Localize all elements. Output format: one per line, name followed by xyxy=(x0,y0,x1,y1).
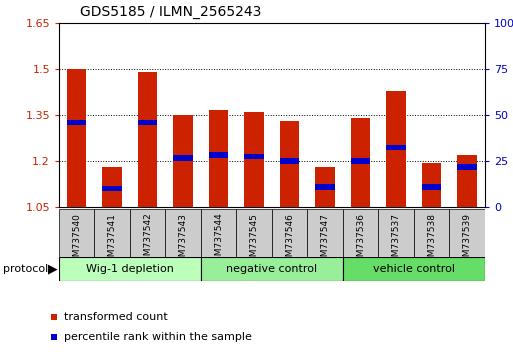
Bar xyxy=(351,158,370,164)
Bar xyxy=(244,154,264,159)
Bar xyxy=(272,209,307,257)
Bar xyxy=(378,209,414,257)
Text: GSM737545: GSM737545 xyxy=(250,213,259,268)
Bar xyxy=(130,209,165,257)
Bar xyxy=(457,155,477,207)
Text: GSM737539: GSM737539 xyxy=(463,213,471,268)
Bar xyxy=(307,209,343,257)
Bar xyxy=(209,152,228,158)
Text: GSM737537: GSM737537 xyxy=(391,213,401,268)
Text: protocol: protocol xyxy=(3,264,48,274)
Text: GSM737546: GSM737546 xyxy=(285,213,294,268)
Text: GSM737542: GSM737542 xyxy=(143,213,152,267)
Bar xyxy=(422,162,441,207)
Bar xyxy=(201,257,343,281)
Bar xyxy=(103,186,122,192)
Text: GSM737543: GSM737543 xyxy=(179,213,188,268)
Bar xyxy=(386,144,406,150)
Bar xyxy=(138,72,157,207)
Bar xyxy=(386,91,406,207)
Bar xyxy=(280,158,300,164)
Text: GSM737541: GSM737541 xyxy=(108,213,117,268)
Bar xyxy=(173,115,193,207)
Bar xyxy=(67,120,87,125)
Bar xyxy=(422,184,441,190)
Bar xyxy=(343,257,485,281)
Bar xyxy=(138,120,157,125)
Text: negative control: negative control xyxy=(226,264,318,274)
Bar xyxy=(236,209,272,257)
Bar xyxy=(449,209,485,257)
Bar xyxy=(343,209,378,257)
Bar xyxy=(67,69,87,207)
Bar xyxy=(59,257,201,281)
Text: vehicle control: vehicle control xyxy=(373,264,455,274)
Bar xyxy=(165,209,201,257)
Bar xyxy=(414,209,449,257)
Bar xyxy=(457,165,477,170)
Text: GDS5185 / ILMN_2565243: GDS5185 / ILMN_2565243 xyxy=(80,5,262,19)
Bar xyxy=(315,167,335,207)
Text: GSM737544: GSM737544 xyxy=(214,213,223,267)
Bar xyxy=(201,209,236,257)
Bar xyxy=(209,110,228,207)
Text: GSM737547: GSM737547 xyxy=(321,213,330,268)
Bar xyxy=(315,184,335,190)
Bar xyxy=(280,121,300,207)
Text: GSM737540: GSM737540 xyxy=(72,213,81,268)
Text: Wig-1 depletion: Wig-1 depletion xyxy=(86,264,174,274)
Text: transformed count: transformed count xyxy=(64,312,167,322)
Bar xyxy=(103,167,122,207)
Text: GSM737538: GSM737538 xyxy=(427,213,436,268)
Text: percentile rank within the sample: percentile rank within the sample xyxy=(64,332,251,342)
Text: GSM737536: GSM737536 xyxy=(356,213,365,268)
Bar xyxy=(173,155,193,161)
Bar xyxy=(244,112,264,207)
Bar xyxy=(94,209,130,257)
Bar xyxy=(59,209,94,257)
Text: ▶: ▶ xyxy=(48,263,57,276)
Bar xyxy=(351,118,370,207)
